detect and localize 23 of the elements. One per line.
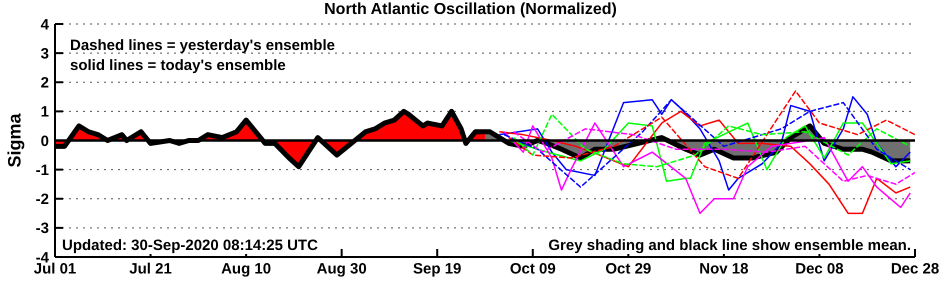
x-tick-label: Aug 10 [221, 260, 272, 278]
annotation: solid lines = today's ensemble [70, 57, 286, 74]
x-tick-label: Jul 21 [129, 260, 172, 278]
y-tick-label: 4 [40, 16, 50, 34]
y-tick-label: -2 [36, 191, 49, 208]
x-tick-label: Dec 28 [890, 260, 940, 278]
x-tick-label: Nov 18 [699, 260, 748, 278]
y-tick-label: 2 [40, 74, 49, 92]
x-tick-label: Oct 29 [605, 260, 652, 278]
annotation: Grey shading and black line show ensemble mean. [548, 237, 911, 254]
y-tick-label: 0 [40, 132, 49, 150]
y-axis-title: Sigma [4, 112, 24, 168]
y-tick-label: -1 [36, 162, 49, 179]
annotation: Dashed lines = yesterday's ensemble [70, 37, 335, 54]
x-tick-label: Oct 09 [510, 260, 556, 278]
annotation: Updated: 30-Sep-2020 08:14:25 UTC [62, 237, 318, 254]
x-tick-label: Sep 19 [413, 260, 462, 278]
y-tick-label: 3 [40, 45, 49, 62]
chart-title: North Atlantic Oscillation (Normalized) [324, 1, 617, 18]
x-tick-label: Aug 30 [316, 260, 367, 278]
x-tick-label: Dec 08 [795, 260, 844, 278]
y-tick-label: -3 [36, 220, 49, 238]
y-tick-label: 1 [40, 104, 49, 121]
